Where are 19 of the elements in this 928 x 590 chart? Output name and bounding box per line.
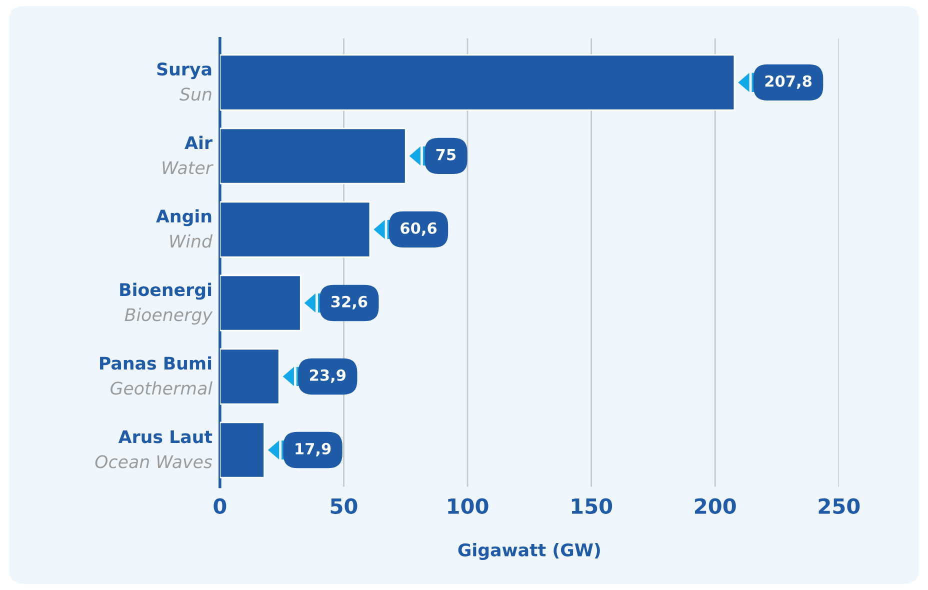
x-tick-label: 200 — [695, 498, 736, 514]
y-tick-label: Bioenergi Bioenergy — [120, 282, 213, 325]
x-tick-label: 0 — [214, 498, 226, 514]
x-tick-label: 150 — [572, 498, 612, 514]
y-tick-label: Angin Wind — [156, 209, 213, 248]
y-tick-label: Surya Sun — [157, 62, 212, 101]
x-tick-label: 50 — [330, 498, 358, 514]
y-tick-label: Panas Bumi Geothermal — [100, 356, 212, 395]
y-tick-label: Arus Laut Ocean Waves — [95, 430, 212, 468]
data-label: 17,9 — [296, 442, 331, 456]
data-label: 60,6 — [400, 222, 437, 236]
x-tick-label: 250 — [818, 498, 860, 514]
x-tick-label: 100 — [448, 498, 488, 514]
data-label: 75 — [436, 149, 456, 160]
data-label: 23,9 — [310, 369, 346, 383]
y-tick-label: Air Water — [162, 136, 214, 174]
x-axis-title: Gigawatt (GW) — [458, 543, 600, 560]
data-label: 32,6 — [331, 296, 368, 310]
data-label: 207,8 — [765, 75, 812, 89]
